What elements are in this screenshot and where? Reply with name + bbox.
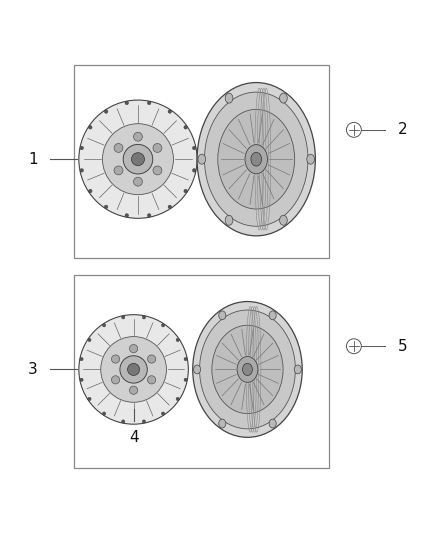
Text: 4: 4	[129, 430, 138, 445]
Text: 5: 5	[398, 338, 408, 354]
Circle shape	[111, 376, 120, 384]
Ellipse shape	[225, 215, 233, 225]
Circle shape	[176, 397, 180, 401]
Ellipse shape	[225, 93, 233, 103]
Ellipse shape	[193, 302, 302, 437]
Ellipse shape	[245, 144, 268, 174]
Ellipse shape	[279, 93, 287, 103]
Ellipse shape	[218, 109, 295, 209]
Circle shape	[130, 344, 138, 353]
Ellipse shape	[219, 311, 226, 320]
Circle shape	[346, 123, 361, 138]
Circle shape	[147, 214, 151, 217]
Circle shape	[102, 124, 173, 195]
Ellipse shape	[200, 310, 295, 429]
Circle shape	[88, 189, 92, 193]
Circle shape	[184, 189, 187, 193]
Circle shape	[102, 412, 106, 415]
Circle shape	[79, 100, 197, 219]
Circle shape	[88, 397, 91, 401]
Ellipse shape	[279, 215, 287, 225]
Circle shape	[123, 144, 153, 174]
Circle shape	[184, 126, 187, 129]
Circle shape	[346, 339, 361, 354]
Circle shape	[142, 316, 145, 319]
Circle shape	[153, 143, 162, 152]
Circle shape	[104, 205, 108, 208]
Circle shape	[134, 132, 142, 141]
Ellipse shape	[212, 325, 283, 414]
Circle shape	[80, 358, 83, 361]
Circle shape	[88, 338, 91, 342]
Circle shape	[104, 110, 108, 114]
Circle shape	[130, 386, 138, 394]
Circle shape	[114, 166, 123, 175]
Circle shape	[176, 338, 180, 342]
Text: 3: 3	[28, 362, 38, 377]
Circle shape	[168, 205, 172, 208]
Circle shape	[184, 358, 187, 361]
Circle shape	[162, 412, 165, 415]
Circle shape	[101, 336, 166, 402]
Ellipse shape	[198, 154, 206, 164]
Circle shape	[120, 356, 147, 383]
Circle shape	[148, 376, 156, 384]
Circle shape	[153, 166, 162, 175]
Circle shape	[148, 355, 156, 363]
Ellipse shape	[197, 83, 315, 236]
Circle shape	[142, 420, 145, 423]
Circle shape	[79, 314, 188, 424]
Circle shape	[111, 355, 120, 363]
Ellipse shape	[205, 92, 308, 227]
Circle shape	[147, 101, 151, 104]
Circle shape	[80, 378, 83, 382]
Circle shape	[192, 168, 196, 172]
Circle shape	[80, 146, 84, 150]
Circle shape	[125, 214, 129, 217]
Ellipse shape	[251, 152, 261, 166]
Ellipse shape	[269, 311, 276, 320]
Circle shape	[134, 177, 142, 186]
Ellipse shape	[219, 419, 226, 428]
Bar	[74, 275, 328, 468]
Ellipse shape	[269, 419, 276, 428]
Bar	[74, 65, 328, 258]
Circle shape	[102, 324, 106, 327]
Circle shape	[80, 168, 84, 172]
Circle shape	[122, 420, 125, 423]
Circle shape	[184, 378, 187, 382]
Ellipse shape	[243, 364, 252, 376]
Circle shape	[131, 152, 145, 166]
Circle shape	[162, 324, 165, 327]
Circle shape	[114, 143, 123, 152]
Text: 2: 2	[398, 123, 408, 138]
Ellipse shape	[194, 365, 201, 374]
Circle shape	[122, 316, 125, 319]
Ellipse shape	[237, 357, 258, 382]
Circle shape	[127, 364, 140, 375]
Text: 1: 1	[28, 152, 38, 167]
Circle shape	[125, 101, 129, 104]
Circle shape	[88, 126, 92, 129]
Ellipse shape	[307, 154, 314, 164]
Circle shape	[192, 146, 196, 150]
Ellipse shape	[294, 365, 301, 374]
Circle shape	[168, 110, 172, 114]
